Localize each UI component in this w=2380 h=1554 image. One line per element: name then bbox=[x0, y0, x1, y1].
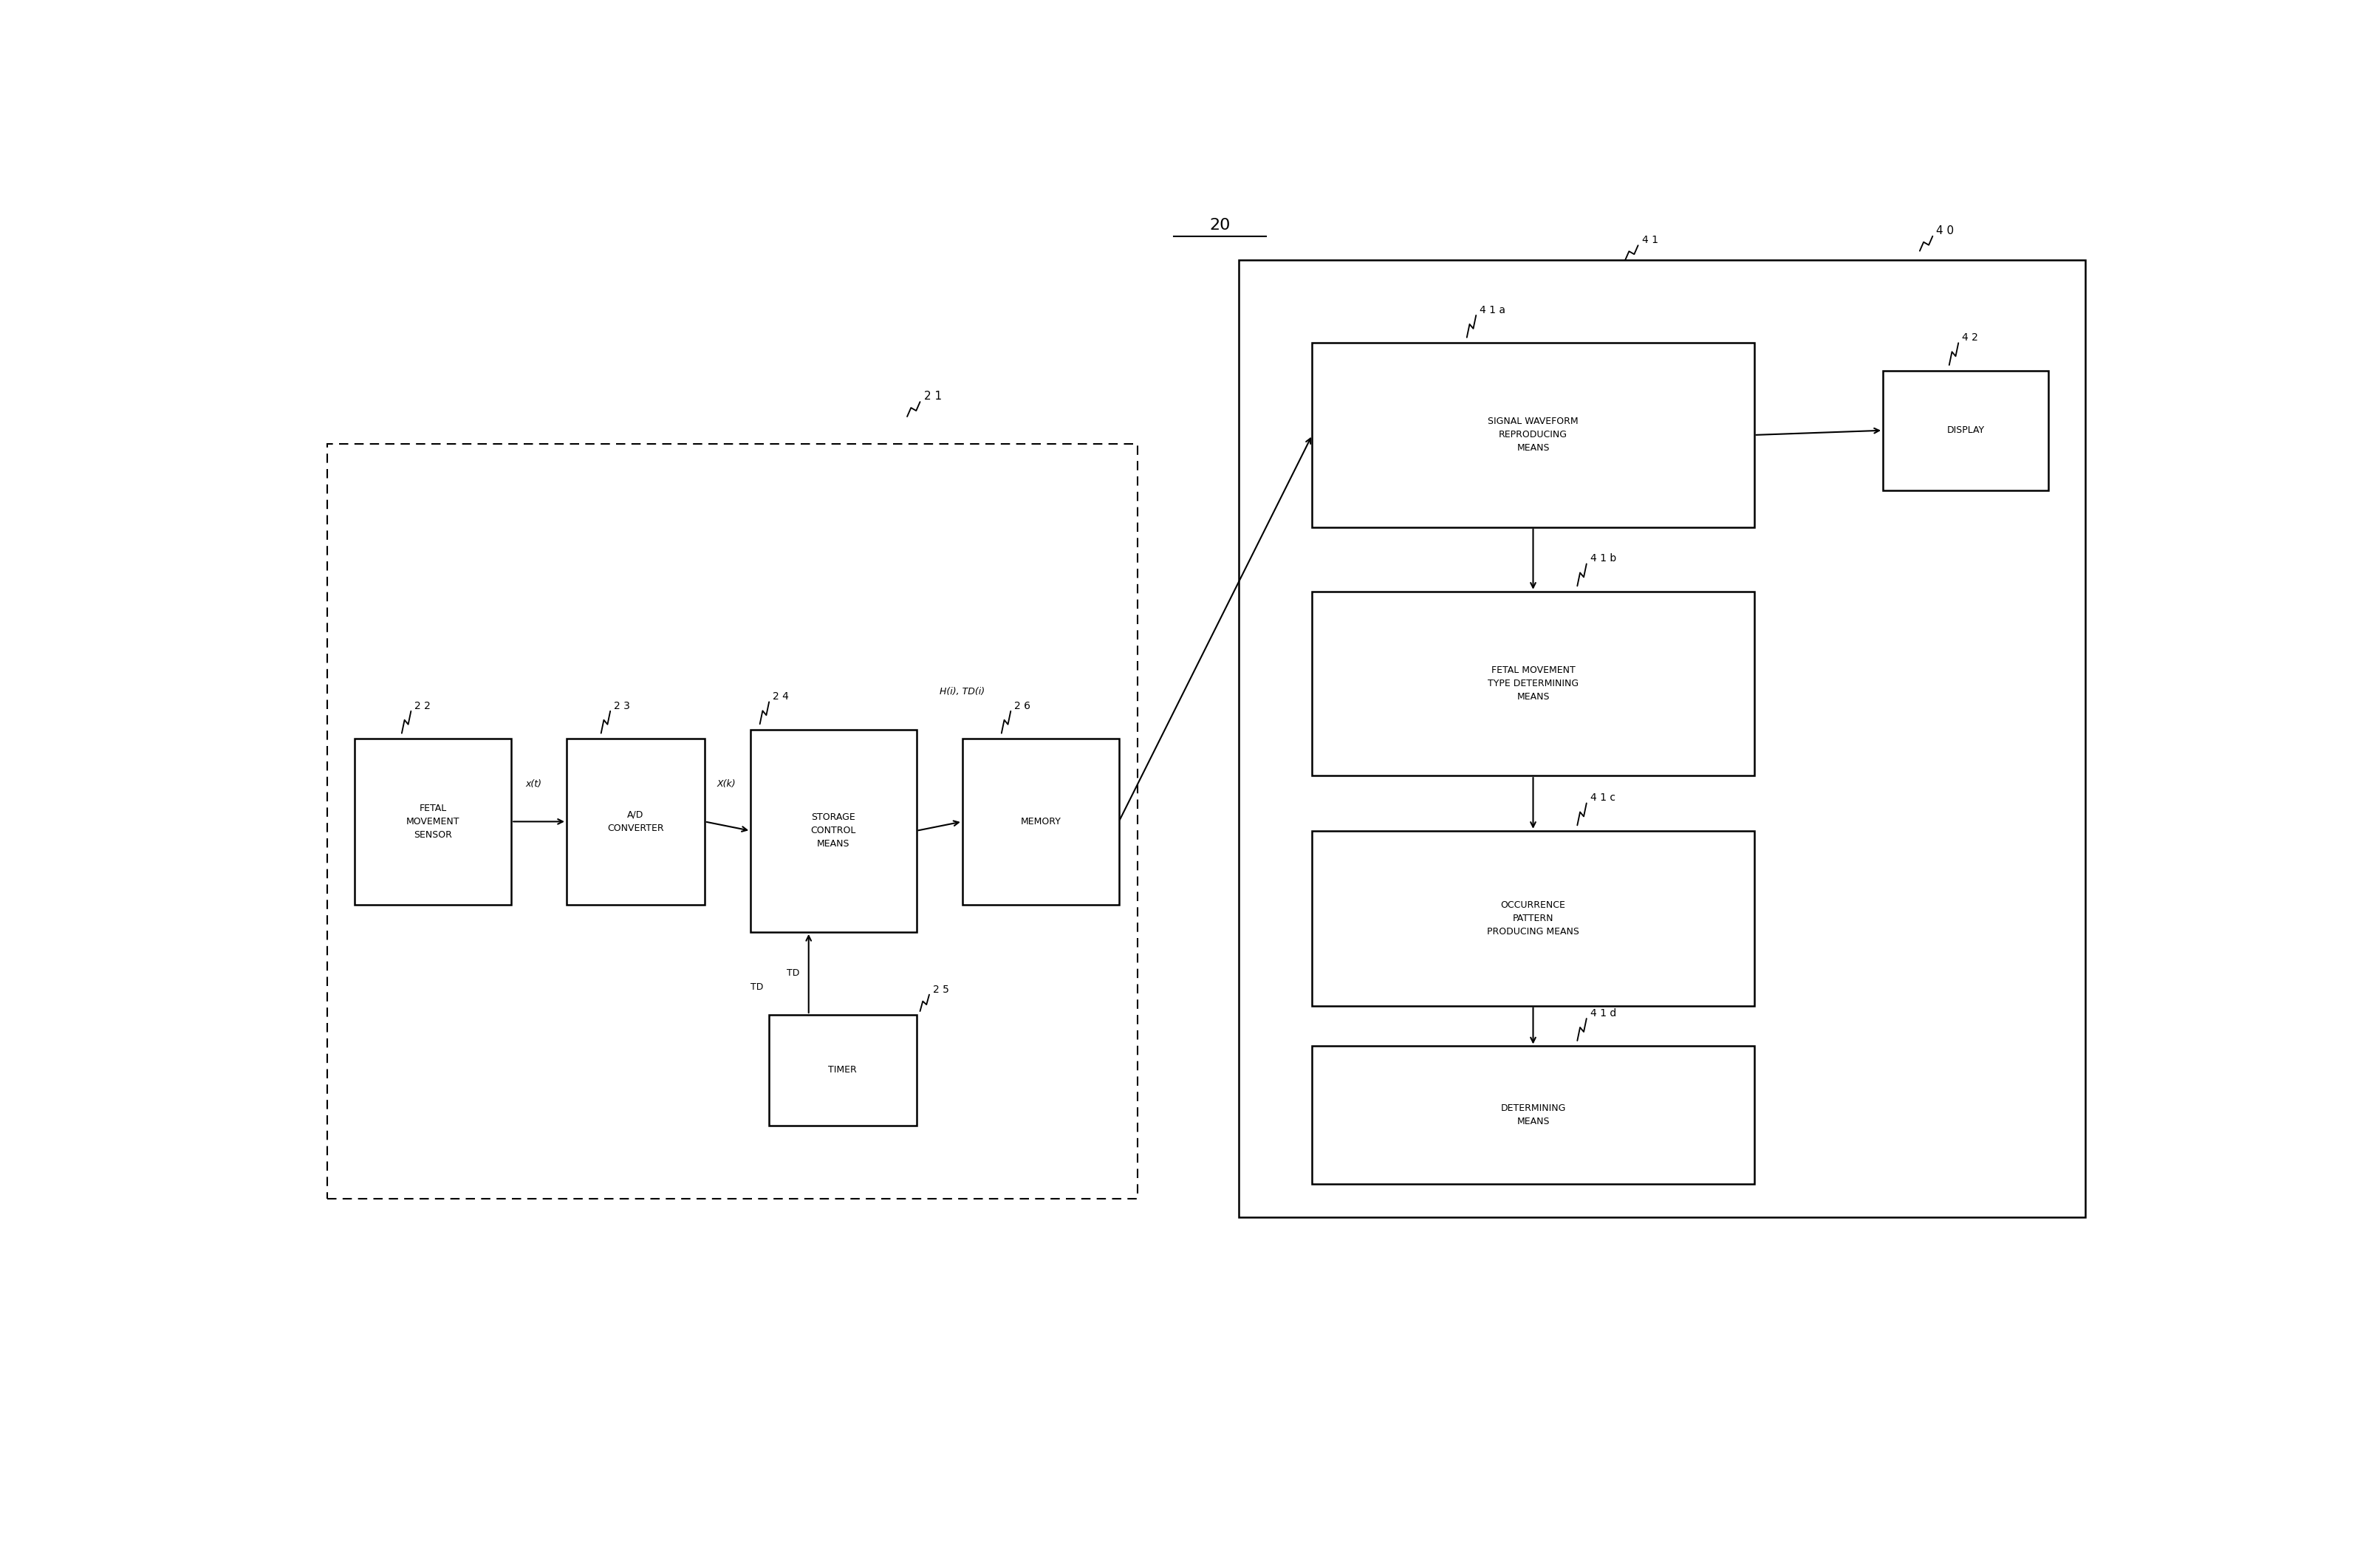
Text: 4 1: 4 1 bbox=[1642, 235, 1656, 246]
Text: 4 1 a: 4 1 a bbox=[1480, 305, 1504, 315]
Bar bbox=[1285, 269, 1799, 1190]
Bar bbox=[1883, 370, 2047, 490]
Bar bbox=[769, 1015, 916, 1125]
Text: 4 1 b: 4 1 b bbox=[1590, 553, 1616, 564]
Text: 4 1 c: 4 1 c bbox=[1590, 793, 1614, 803]
Text: 4 1 d: 4 1 d bbox=[1590, 1009, 1616, 1018]
Text: FETAL
MOVEMENT
SENSOR: FETAL MOVEMENT SENSOR bbox=[407, 803, 459, 839]
Text: A/D
CONVERTER: A/D CONVERTER bbox=[607, 810, 664, 833]
Text: TD: TD bbox=[785, 968, 800, 979]
Text: 2 1: 2 1 bbox=[923, 390, 940, 402]
Text: OCCURRENCE
PATTERN
PRODUCING MEANS: OCCURRENCE PATTERN PRODUCING MEANS bbox=[1488, 900, 1578, 937]
Text: DISPLAY: DISPLAY bbox=[1947, 426, 1985, 435]
Bar bbox=[1311, 343, 1754, 527]
Text: 2 4: 2 4 bbox=[774, 692, 788, 702]
Bar bbox=[1311, 592, 1754, 775]
Text: 20: 20 bbox=[1209, 218, 1230, 233]
Text: X(k): X(k) bbox=[716, 779, 735, 788]
Text: H(i), TD(i): H(i), TD(i) bbox=[940, 687, 985, 696]
Bar bbox=[326, 444, 1138, 1200]
Bar bbox=[566, 738, 704, 904]
Bar bbox=[1311, 831, 1754, 1005]
Bar bbox=[1311, 1046, 1754, 1184]
Bar bbox=[355, 738, 512, 904]
Bar bbox=[1238, 260, 2085, 1217]
Text: STORAGE
CONTROL
MEANS: STORAGE CONTROL MEANS bbox=[812, 813, 857, 848]
Text: 4 2: 4 2 bbox=[1961, 333, 1978, 343]
Text: 2 2: 2 2 bbox=[414, 701, 431, 712]
Text: SIGNAL WAVEFORM
REPRODUCING
MEANS: SIGNAL WAVEFORM REPRODUCING MEANS bbox=[1488, 416, 1578, 454]
Text: 2 5: 2 5 bbox=[933, 984, 950, 995]
Text: x(t): x(t) bbox=[526, 779, 540, 788]
Text: FETAL MOVEMENT
TYPE DETERMINING
MEANS: FETAL MOVEMENT TYPE DETERMINING MEANS bbox=[1488, 665, 1578, 701]
Text: MEMORY: MEMORY bbox=[1021, 817, 1061, 827]
Text: TD: TD bbox=[750, 982, 764, 991]
Bar bbox=[750, 729, 916, 932]
Text: 2 3: 2 3 bbox=[614, 701, 631, 712]
Text: TIMER: TIMER bbox=[828, 1066, 857, 1075]
Text: 2 6: 2 6 bbox=[1014, 701, 1031, 712]
Text: 4 0: 4 0 bbox=[1935, 225, 1954, 236]
Bar bbox=[962, 738, 1119, 904]
Text: DETERMINING
MEANS: DETERMINING MEANS bbox=[1499, 1103, 1566, 1127]
